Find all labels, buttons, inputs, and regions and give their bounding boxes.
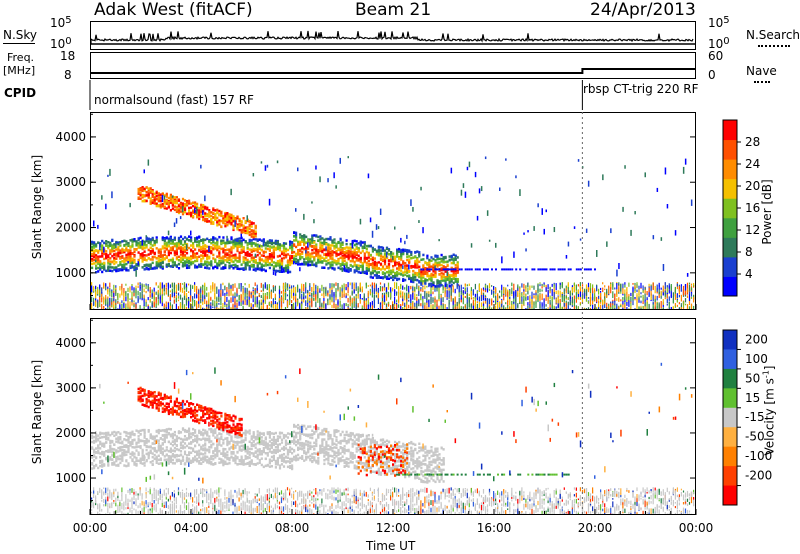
power-colorbar-seg-6 bbox=[723, 159, 737, 180]
power-colorbar-seg-2 bbox=[723, 237, 737, 258]
xtick-label-0: 00:00 bbox=[73, 521, 108, 535]
nsky-underline bbox=[3, 43, 35, 44]
power-cb-label-6: 4 bbox=[745, 267, 753, 281]
velocity-cb-label-2: 50 bbox=[745, 371, 760, 385]
cpid-mode-1: normalsound (fast) 157 RF bbox=[94, 93, 254, 107]
velocity-heatmap bbox=[91, 362, 695, 514]
date-title: 24/Apr/2013 bbox=[590, 0, 696, 20]
power-colorbar-seg-0 bbox=[723, 276, 737, 297]
freq-panel bbox=[90, 52, 696, 79]
velocity-ytick-label-2: 3000 bbox=[55, 381, 86, 395]
velocity-cb-label-4: -15 bbox=[745, 410, 765, 424]
velocity-cb-label-5: -50 bbox=[745, 430, 765, 444]
velocity-colorbar-seg-0 bbox=[723, 330, 737, 350]
power-ylabel: Slant Range [km] bbox=[30, 154, 44, 260]
velocity-panel bbox=[90, 318, 696, 515]
power-colorbar-seg-1 bbox=[723, 256, 737, 277]
nsearch-dots bbox=[758, 45, 790, 47]
xtick-label-6: 00:00 bbox=[679, 521, 714, 535]
beam-title: Beam 21 bbox=[355, 0, 432, 20]
nave-tick-bottom: 0 bbox=[708, 68, 716, 82]
power-cb-label-2: 20 bbox=[745, 179, 760, 193]
power-cb-label-5: 8 bbox=[745, 245, 753, 259]
velocity-cb-label-6: -100 bbox=[745, 449, 772, 463]
nsearch-label: N.Search bbox=[746, 28, 800, 42]
power-ytick-label-0: 1000 bbox=[55, 266, 86, 280]
velocity-colorbar-label: Velocity [m s-1] bbox=[761, 365, 777, 456]
power-cb-label-1: 24 bbox=[745, 157, 760, 171]
nsky-tick-top: 105 bbox=[50, 15, 72, 30]
nsearch-tick-bottom: 100 bbox=[708, 36, 730, 51]
velocity-colorbar-seg-8 bbox=[723, 485, 737, 506]
power-colorbar-seg-7 bbox=[723, 139, 737, 160]
xtick-label-2: 08:00 bbox=[275, 521, 310, 535]
nave-label: Nave bbox=[746, 64, 777, 78]
xtick-label-3: 12:00 bbox=[376, 521, 411, 535]
station-title: Adak West (fitACF) bbox=[94, 0, 253, 20]
power-cb-label-3: 16 bbox=[745, 201, 760, 215]
velocity-colorbar-seg-7 bbox=[723, 466, 737, 487]
power-ytick-label-3: 4000 bbox=[55, 130, 86, 144]
nsky-label: N.Sky bbox=[3, 28, 38, 42]
nave-dots bbox=[754, 81, 770, 83]
velocity-cb-label-3: 15 bbox=[745, 391, 760, 405]
power-ytick-label-1: 2000 bbox=[55, 221, 86, 235]
velocity-colorbar-seg-2 bbox=[723, 368, 737, 389]
cpid-label: CPID bbox=[4, 86, 37, 100]
xtick-label-1: 04:00 bbox=[174, 521, 209, 535]
power-heatmap bbox=[91, 156, 695, 309]
cpid-mode-2: rbsp CT-trig 220 RF bbox=[583, 82, 699, 96]
velocity-ytick-label-3: 4000 bbox=[55, 336, 86, 350]
power-colorbar-seg-5 bbox=[723, 178, 737, 199]
nsky-panel bbox=[90, 21, 696, 50]
freq-trace bbox=[90, 68, 696, 74]
velocity-colorbar-frame bbox=[722, 329, 738, 506]
x-axis-title: Time UT bbox=[366, 539, 416, 553]
velocity-colorbar-seg-6 bbox=[723, 446, 737, 467]
nsearch-tick-top: 105 bbox=[708, 15, 730, 30]
velocity-ytick-label-1: 2000 bbox=[55, 426, 86, 440]
power-colorbar-label: Power [dB] bbox=[760, 179, 774, 245]
xtick-label-4: 16:00 bbox=[477, 521, 512, 535]
power-colorbar-seg-8 bbox=[723, 120, 737, 141]
freq-tick-top: 18 bbox=[60, 49, 76, 63]
power-colorbar-seg-4 bbox=[723, 198, 737, 219]
xtick-label-5: 20:00 bbox=[578, 521, 613, 535]
power-cb-label-4: 12 bbox=[745, 223, 760, 237]
velocity-cb-label-1: 100 bbox=[745, 352, 768, 366]
nsky-trace bbox=[90, 30, 694, 44]
freq-tick-bottom: 8 bbox=[64, 68, 72, 82]
power-ytick-label-2: 3000 bbox=[55, 175, 86, 189]
freq-label: Freq. bbox=[7, 51, 35, 64]
velocity-ytick-label-0: 1000 bbox=[55, 471, 86, 485]
velocity-colorbar-seg-1 bbox=[723, 349, 737, 370]
velocity-cb-label-0: 200 bbox=[745, 332, 768, 346]
velocity-colorbar-seg-3 bbox=[723, 388, 737, 409]
power-colorbar-seg-3 bbox=[723, 217, 737, 238]
power-panel bbox=[90, 112, 696, 310]
velocity-cb-label-7: -200 bbox=[745, 469, 772, 483]
velocity-colorbar-seg-5 bbox=[723, 427, 737, 448]
power-cb-label-0: 28 bbox=[745, 135, 760, 149]
velocity-colorbar-seg-4 bbox=[723, 407, 737, 428]
nsky-tick-bottom: 100 bbox=[50, 36, 72, 51]
freq-unit-label: [MHz] bbox=[3, 64, 36, 77]
nave-tick-top: 60 bbox=[708, 49, 724, 63]
velocity-pixels bbox=[91, 362, 695, 514]
power-pixels bbox=[91, 156, 695, 309]
velocity-ylabel: Slant Range [km] bbox=[30, 359, 44, 465]
